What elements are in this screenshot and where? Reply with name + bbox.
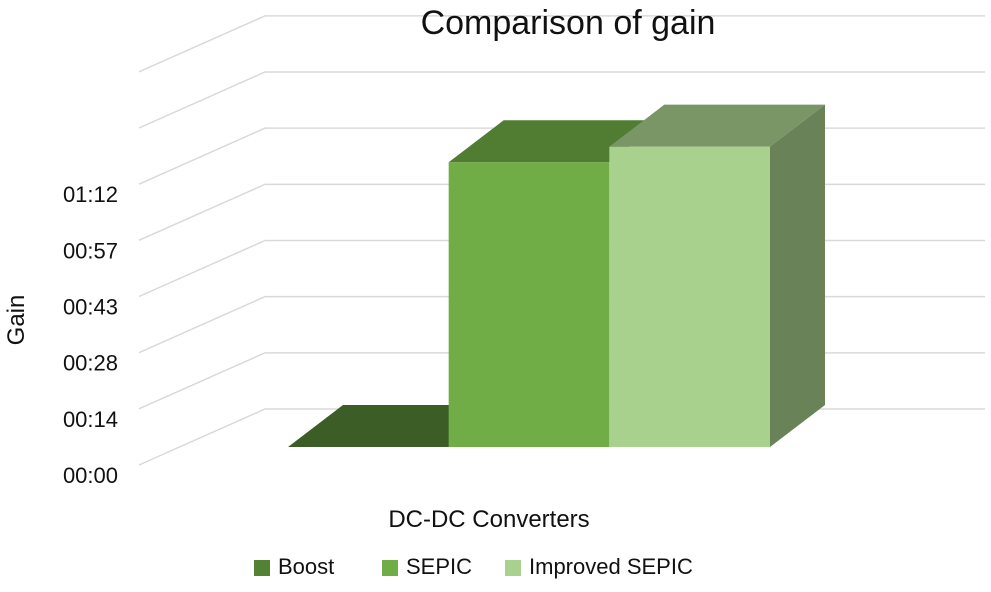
- legend-item-improved-sepic: Improved SEPIC: [505, 554, 693, 579]
- legend: Boost SEPIC Improved SEPIC: [254, 554, 693, 579]
- x-axis-label: DC-DC Converters: [388, 506, 589, 533]
- legend-label: Improved SEPIC: [529, 554, 693, 579]
- bar-sepic: [448, 120, 665, 447]
- legend-swatch: [254, 560, 270, 576]
- gridline: [138, 15, 985, 73]
- y-tick-label: 00:00: [63, 463, 118, 488]
- bar-side: [770, 104, 825, 447]
- bar-top: [609, 104, 825, 147]
- bar-front: [609, 146, 770, 447]
- bar-front: [448, 162, 610, 447]
- y-tick-label: 00:57: [63, 238, 118, 263]
- y-tick-label: 00:14: [63, 407, 118, 432]
- bars: [288, 104, 825, 447]
- legend-swatch: [382, 560, 398, 576]
- legend-label: Boost: [278, 554, 334, 579]
- y-axis-label: Gain: [3, 295, 30, 346]
- legend-item-boost: Boost: [254, 554, 334, 579]
- legend-item-sepic: SEPIC: [382, 554, 472, 579]
- gridline: [138, 71, 985, 129]
- y-axis-ticks: 00:00 00:14 00:28 00:43 00:57 01:12: [63, 182, 118, 488]
- bar-improved-sepic: [609, 104, 825, 447]
- y-tick-label: 01:12: [63, 182, 118, 207]
- y-tick-label: 00:43: [63, 295, 118, 320]
- legend-swatch: [505, 560, 521, 576]
- chart-title: Comparison of gain: [421, 4, 716, 42]
- gridlines: [138, 15, 985, 466]
- y-tick-label: 00:28: [63, 351, 118, 376]
- legend-label: SEPIC: [406, 554, 472, 579]
